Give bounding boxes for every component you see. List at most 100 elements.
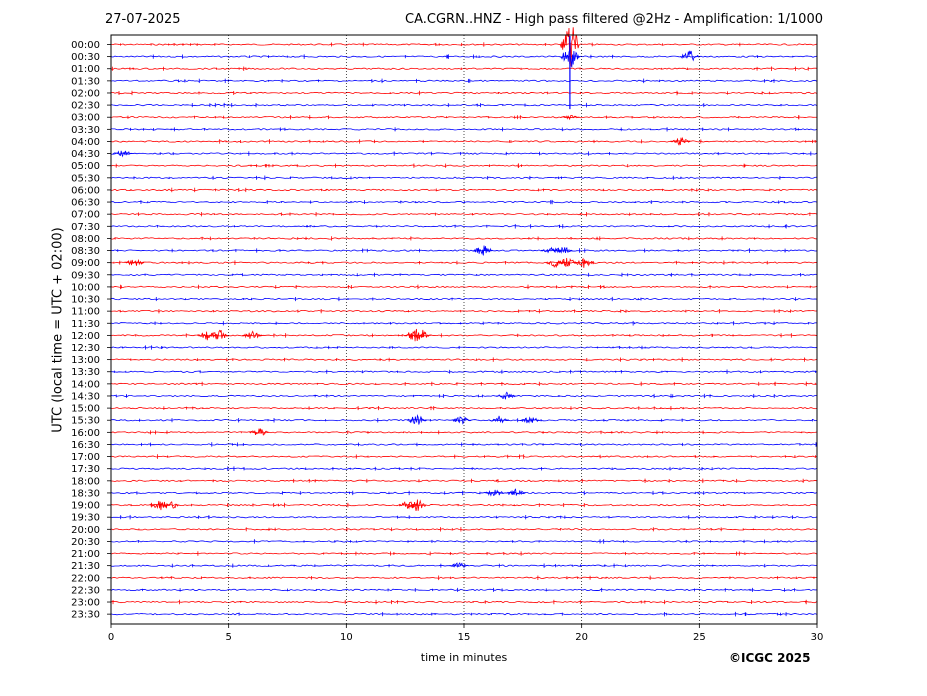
seismic-event — [449, 562, 469, 569]
row-label: 16:00 — [71, 428, 100, 439]
seismic-event — [670, 136, 691, 146]
trace-row — [110, 176, 818, 179]
row-label: 17:00 — [71, 452, 100, 463]
row-label: 17:30 — [71, 464, 100, 475]
trace-row — [110, 540, 818, 543]
trace-row — [110, 516, 818, 519]
row-label: 04:30 — [71, 149, 100, 160]
seismic-event — [496, 391, 516, 400]
seismic-event — [242, 330, 263, 339]
trace-row — [110, 200, 818, 204]
trace-row — [110, 455, 818, 458]
row-label: 08:00 — [71, 234, 100, 245]
seismic-event — [112, 150, 133, 158]
x-tick-label: 30 — [811, 632, 824, 643]
x-tick-label: 5 — [225, 632, 231, 643]
row-label: 13:30 — [71, 367, 100, 378]
trace-row — [110, 249, 818, 252]
trace-row — [110, 164, 818, 167]
seismic-event — [249, 428, 269, 436]
row-label: 21:00 — [71, 549, 100, 560]
seismic-event — [557, 257, 578, 267]
trace-row — [110, 237, 818, 240]
seismic-event — [411, 329, 432, 339]
row-label: 22:30 — [71, 585, 100, 596]
row-label: 03:00 — [71, 113, 100, 124]
x-tick-label: 10 — [340, 632, 353, 643]
row-label: 06:30 — [71, 198, 100, 209]
row-label: 04:00 — [71, 137, 100, 148]
row-label: 13:00 — [71, 355, 100, 366]
seismic-event — [124, 258, 145, 266]
row-label: 15:30 — [71, 416, 100, 427]
row-label: 20:00 — [71, 525, 100, 536]
row-label: 23:00 — [71, 598, 100, 609]
trace-row — [110, 528, 818, 531]
seismic-event — [540, 246, 561, 254]
seismic-event — [406, 413, 427, 425]
seismic-event — [150, 500, 171, 511]
row-label: 08:30 — [71, 246, 100, 257]
row-label: 21:30 — [71, 561, 100, 572]
row-label: 05:30 — [71, 173, 100, 184]
row-label: 05:00 — [71, 161, 100, 172]
row-label: 07:00 — [71, 210, 100, 221]
row-label: 01:30 — [71, 76, 100, 87]
seismic-event — [451, 416, 472, 425]
chart-title: CA.CGRN..HNZ - High pass filtered @2Hz -… — [405, 12, 823, 27]
row-label: 03:30 — [71, 125, 100, 136]
row-label: 11:00 — [71, 307, 100, 318]
row-label: 02:30 — [71, 101, 100, 112]
x-tick-label: 20 — [575, 632, 588, 643]
trace-row — [110, 552, 818, 555]
seismic-event — [552, 246, 573, 254]
row-label: 22:00 — [71, 573, 100, 584]
trace-row — [110, 152, 818, 155]
copyright-label: ©ICGC 2025 — [729, 651, 811, 665]
trace-row — [110, 213, 818, 216]
row-label: 19:00 — [71, 501, 100, 512]
seismic-event — [404, 328, 425, 342]
trace-row — [110, 188, 818, 192]
row-label: 23:30 — [71, 610, 100, 621]
date-label: 27-07-2025 — [105, 12, 181, 27]
seismic-event — [519, 416, 540, 424]
seismic-event — [489, 415, 510, 424]
row-label: 10:30 — [71, 295, 100, 306]
trace-row — [110, 503, 818, 507]
row-label: 02:00 — [71, 88, 100, 99]
x-tick-label: 25 — [693, 632, 706, 643]
seismic-event — [197, 331, 218, 341]
row-label: 11:30 — [71, 319, 100, 330]
seismic-event — [679, 50, 700, 62]
row-label: 19:30 — [71, 513, 100, 524]
trace-row — [110, 140, 818, 143]
x-tick-label: 15 — [458, 632, 471, 643]
row-label: 10:00 — [71, 282, 100, 293]
row-label: 12:00 — [71, 331, 100, 342]
row-label: 07:30 — [71, 222, 100, 233]
row-label: 14:00 — [71, 379, 100, 390]
row-label: 00:30 — [71, 52, 100, 63]
seismic-event — [484, 489, 505, 497]
seismic-event — [505, 488, 526, 497]
seismic-event — [406, 499, 427, 511]
row-label: 00:00 — [71, 40, 100, 51]
row-label: 14:30 — [71, 391, 100, 402]
trace-row — [110, 225, 818, 228]
seismic-event — [159, 501, 180, 509]
row-label: 20:30 — [71, 537, 100, 548]
row-label: 16:30 — [71, 440, 100, 451]
row-label: 12:30 — [71, 343, 100, 354]
row-label: 15:00 — [71, 404, 100, 415]
x-tick-label: 0 — [108, 632, 114, 643]
trace-row — [110, 491, 818, 495]
seismic-event — [559, 114, 580, 121]
row-label: 01:00 — [71, 64, 100, 75]
trace-row — [110, 467, 818, 470]
seismic-event — [573, 257, 594, 268]
row-label: 09:00 — [71, 258, 100, 269]
row-label: 18:30 — [71, 488, 100, 499]
seismic-event — [472, 245, 493, 256]
